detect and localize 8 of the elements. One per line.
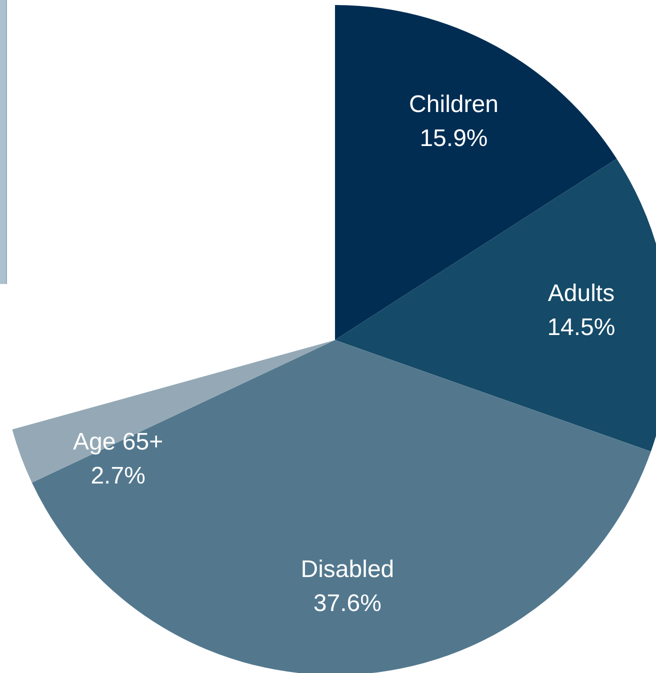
- data-label: 14.5%: [547, 314, 616, 341]
- data-label: 2.7%: [90, 462, 146, 490]
- slice-label: Age 65+: [72, 428, 164, 456]
- data-label: 15.9%: [420, 125, 488, 152]
- data-label: 37.6%: [313, 590, 382, 618]
- slice-label: Children: [409, 91, 498, 118]
- slice-label: Disabled: [300, 556, 394, 584]
- slice-label: Adults: [548, 280, 615, 307]
